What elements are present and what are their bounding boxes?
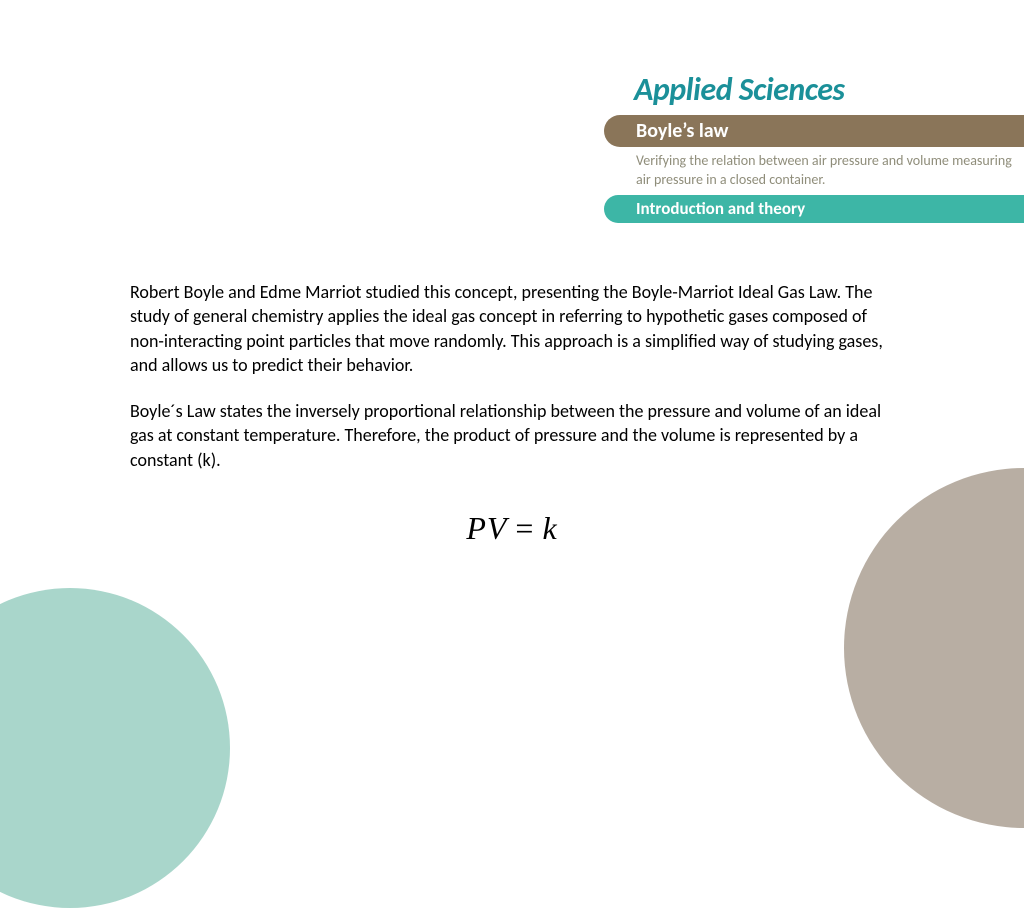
- subtitle-text: Verifying the relation between air press…: [604, 147, 1024, 195]
- section-bar: Introduction and theory: [604, 195, 1024, 223]
- equation: PV=k: [0, 510, 1024, 547]
- equation-operator: =: [507, 510, 542, 546]
- equation-rhs: k: [542, 510, 557, 546]
- equation-lhs: PV: [466, 510, 507, 546]
- topic-label: Boyle’s law: [636, 119, 728, 143]
- decoration-bottom-left: [0, 588, 230, 908]
- section-label: Introduction and theory: [636, 198, 805, 219]
- brand-title: Applied Sciences: [634, 70, 1024, 109]
- body-text: Robert Boyle and Edme Marriot studied th…: [130, 280, 890, 494]
- header-block: Applied Sciences Boyle’s law Verifying t…: [604, 70, 1024, 223]
- paragraph-2: Boyle´s Law states the inversely proport…: [130, 399, 890, 472]
- paragraph-1: Robert Boyle and Edme Marriot studied th…: [130, 280, 890, 377]
- topic-bar: Boyle’s law: [604, 115, 1024, 147]
